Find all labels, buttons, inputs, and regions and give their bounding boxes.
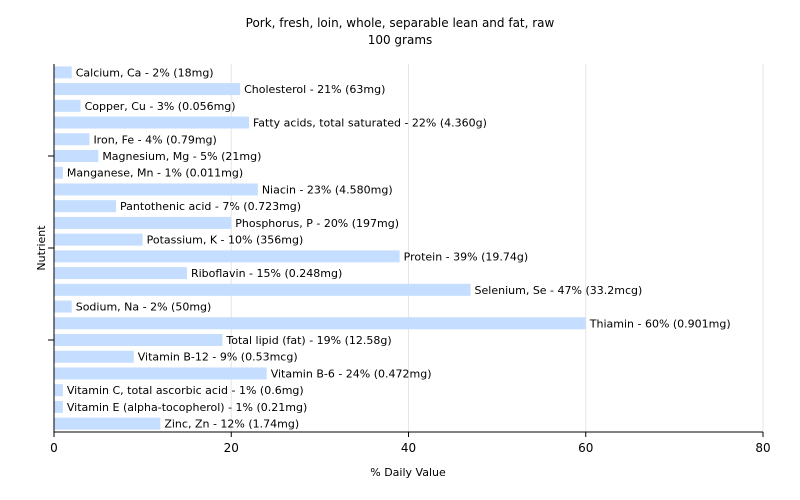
bar xyxy=(54,133,90,146)
bar xyxy=(54,367,267,380)
x-axis-label: % Daily Value xyxy=(370,466,446,479)
bar xyxy=(54,200,117,213)
bar xyxy=(54,233,143,246)
bar-label: Iron, Fe - 4% (0.79mg) xyxy=(93,133,216,146)
chart-title: Pork, fresh, loin, whole, separable lean… xyxy=(246,16,555,30)
bar-label: Thiamin - 60% (0.901mg) xyxy=(589,317,731,330)
bar xyxy=(54,166,63,179)
bar xyxy=(54,334,223,346)
axis-layer: 0 20 40 60 80 xyxy=(48,64,771,455)
bar xyxy=(54,99,81,112)
x-tick-label: 80 xyxy=(755,441,770,455)
x-tick-label: 0 xyxy=(50,441,58,455)
bar-layer xyxy=(54,66,586,430)
bar xyxy=(54,384,63,397)
bar-label: Vitamin C, total ascorbic acid - 1% (0.6… xyxy=(67,384,304,397)
bar xyxy=(54,350,134,363)
x-tick-label: 60 xyxy=(578,441,593,455)
bar-label: Potassium, K - 10% (356mg) xyxy=(147,234,304,247)
bar-label: Phosphorus, P - 20% (197mg) xyxy=(235,217,399,230)
bar xyxy=(54,400,63,413)
bar-label: Sodium, Na - 2% (50mg) xyxy=(76,301,212,314)
bar xyxy=(54,267,187,280)
bar-label-layer: Calcium, Ca - 2% (18mg) Cholesterol - 21%… xyxy=(67,66,731,430)
bar-label: Selenium, Se - 47% (33.2mcg) xyxy=(475,284,643,297)
bar-label: Protein - 39% (19.74g) xyxy=(404,250,529,263)
bar-label: Manganese, Mn - 1% (0.011mg) xyxy=(67,167,243,180)
bar-label: Niacin - 23% (4.580mg) xyxy=(262,183,393,196)
bar-label: Vitamin B-12 - 9% (0.53mcg) xyxy=(138,351,298,364)
bar-label: Fatty acids, total saturated - 22% (4.36… xyxy=(253,117,487,130)
bar-label: Pantothenic acid - 7% (0.723mg) xyxy=(120,200,301,213)
bar-label: Copper, Cu - 3% (0.056mg) xyxy=(85,100,236,113)
bar xyxy=(54,83,241,96)
bar xyxy=(54,66,72,79)
bar xyxy=(54,300,72,313)
chart-subtitle: 100 grams xyxy=(368,33,433,47)
bar xyxy=(54,317,586,330)
bar-label: Vitamin E (alpha-tocopherol) - 1% (0.21m… xyxy=(67,401,307,414)
bar xyxy=(54,183,258,196)
bar-label: Cholesterol - 21% (63mg) xyxy=(244,83,385,96)
bar xyxy=(54,250,400,263)
y-axis-label: Nutrient xyxy=(35,225,48,271)
bar-label: Total lipid (fat) - 19% (12.58g) xyxy=(225,334,391,347)
bar-label: Riboflavin - 15% (0.248mg) xyxy=(191,267,342,280)
x-tick-label: 20 xyxy=(224,441,239,455)
bar xyxy=(54,417,161,430)
bar xyxy=(54,116,249,129)
bar-label: Calcium, Ca - 2% (18mg) xyxy=(76,66,214,79)
x-tick-label: 40 xyxy=(401,441,416,455)
bar xyxy=(54,283,471,296)
bar-label: Zinc, Zn - 12% (1.74mg) xyxy=(164,418,299,431)
bar xyxy=(54,216,232,229)
bar-label: Magnesium, Mg - 5% (21mg) xyxy=(102,150,261,163)
bar xyxy=(54,150,99,162)
bar-label: Vitamin B-6 - 24% (0.472mg) xyxy=(271,367,432,380)
